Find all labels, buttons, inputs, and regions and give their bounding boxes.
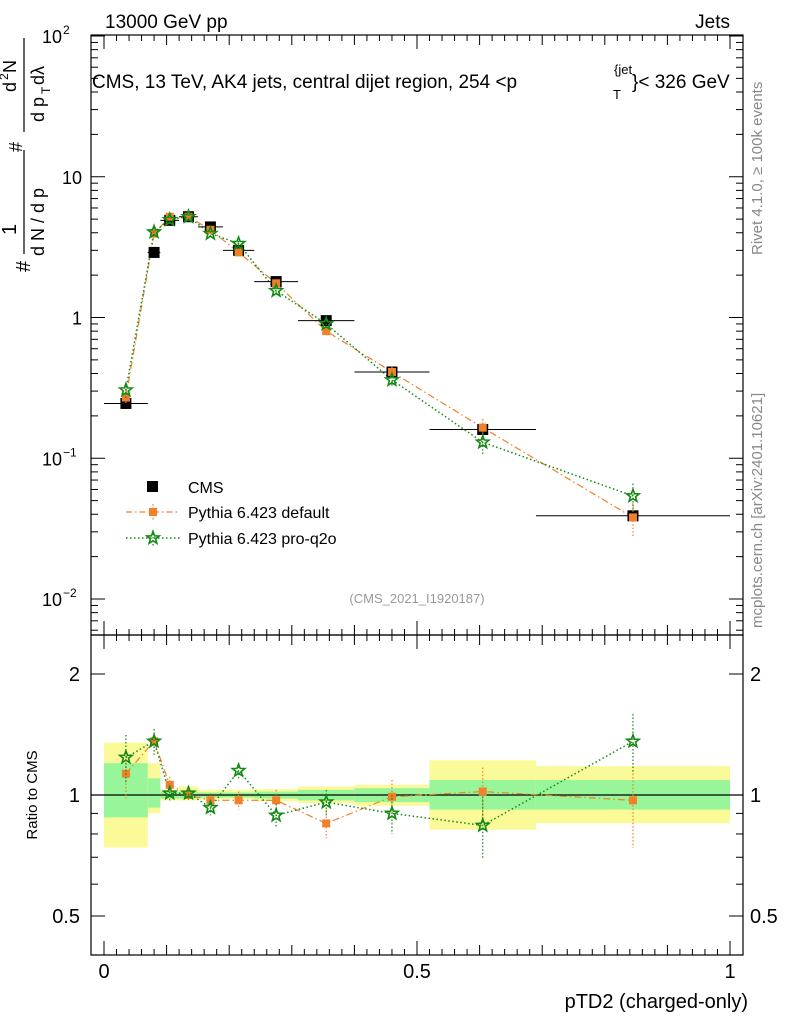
main-ytick-label: 1: [72, 309, 82, 329]
ratio-ytick-label-left: 2: [69, 664, 80, 686]
ratio-xtick-label: 1: [724, 961, 735, 983]
main-series: [104, 207, 730, 537]
default-point: [184, 212, 193, 221]
default-point: [478, 423, 487, 432]
ratio-ytick-label-left: 1: [69, 785, 80, 807]
ylabel-den: d p: [28, 97, 48, 122]
xlabel: pTD2 (charged-only): [565, 991, 748, 1013]
main-ytick-label: 10: [42, 590, 62, 610]
ratio-proq2o-point: [317, 793, 335, 810]
proq2o-point: [624, 487, 642, 504]
ylabel-num: d: [0, 82, 20, 92]
legend-label-proq2o: Pythia 6.423 pro-q2o: [188, 531, 337, 548]
proq2o-point: [202, 224, 219, 241]
legend: CMS Pythia 6.423 default Pythia 6.423 pr…: [126, 480, 337, 548]
ratio-default-point: [387, 792, 396, 801]
ratio-default-point: [478, 787, 487, 796]
proq2o-point: [474, 433, 492, 450]
main-ytick-label-exp: −1: [63, 445, 77, 459]
ratio-ylabel: Ratio to CMS: [24, 750, 41, 839]
ratio-band-inner: [147, 778, 161, 808]
ratio-proq2o-point: [202, 798, 219, 815]
legend-marker-default: [149, 508, 157, 516]
ratio-default-point: [184, 791, 193, 799]
ylabel-num-rest: N: [0, 60, 20, 73]
default-point: [234, 248, 243, 257]
legend-label-cms: CMS: [188, 480, 224, 497]
ratio-default-point: [322, 819, 331, 828]
proq2o-point: [180, 207, 197, 224]
ratio-ytick-label-right: 2: [750, 664, 761, 686]
ratio-proq2o-point: [624, 732, 642, 749]
main-ylabel: # 1 d N / d p # d 2 N d p T dλ #: [0, 38, 53, 272]
proq2o-point: [230, 234, 247, 251]
ratio-default-point: [150, 737, 159, 746]
legend-marker-cms: [147, 481, 158, 492]
cms-point: [148, 246, 160, 258]
ylabel-den-tail: dλ: [28, 66, 48, 85]
subtitle-main: CMS, 13 TeV, AK4 jets, central dijet reg…: [92, 72, 517, 93]
proq2o-point: [145, 223, 163, 240]
main-ytick-label: 10: [42, 27, 62, 47]
ratio-proq2o-point: [117, 748, 135, 765]
analysis-id: (CMS_2021_I1920187): [349, 591, 484, 606]
ratio-proq2o-point: [230, 761, 247, 778]
ylabel-den-sub: T: [39, 86, 53, 94]
main-ytick-label: 10: [62, 168, 82, 188]
ratio-default-point: [628, 796, 637, 805]
proq2o-point: [267, 281, 285, 298]
main-ytick-label: 10: [42, 449, 62, 469]
default-point: [322, 327, 331, 336]
default-point: [628, 513, 637, 522]
proq2o-point: [161, 210, 179, 227]
ratio-proq2o-point: [161, 784, 179, 801]
ratio-ytick-label-right: 0.5: [750, 906, 778, 928]
legend-marker-proq2o: [144, 529, 162, 546]
ylabel-hash-2: #: [6, 142, 26, 152]
subtitle-sup: {jet: [614, 62, 632, 77]
ylabel-hash: #: [13, 260, 35, 272]
series-line-default: [125, 216, 634, 518]
ratio-ytick-label-left: 0.5: [52, 906, 80, 928]
subtitle-sub: T: [613, 87, 621, 102]
ratio-default-point: [234, 796, 243, 805]
ylabel-one-den: d N / d p: [28, 188, 48, 256]
cms-point: [120, 397, 132, 409]
process-label: Jets: [695, 12, 730, 33]
default-point: [206, 225, 215, 234]
ratio-proq2o-point: [383, 804, 401, 821]
legend-label-default: Pythia 6.423 default: [188, 505, 330, 522]
ylabel-num-sup: 2: [0, 73, 11, 80]
energy-label: 13000 GeV pp: [105, 12, 228, 33]
ratio-series: [117, 714, 642, 860]
ratio-default-point: [272, 796, 281, 805]
main-ytick-label-exp: 2: [63, 23, 70, 37]
ratio-proq2o-point: [180, 784, 197, 801]
ratio-xtick-label: 0.5: [403, 961, 431, 983]
ratio-proq2o-point: [145, 732, 163, 749]
ratio-ytick-label-right: 1: [750, 785, 761, 807]
ylabel-one: 1: [0, 224, 21, 235]
proq2o-point: [317, 315, 335, 332]
ratio-line-proq2o: [125, 740, 634, 827]
ratio-xtick-label: 0: [98, 961, 109, 983]
subtitle-end: }< 326 GeV: [632, 72, 730, 93]
source-label: mcplots.cern.ch [arXiv:2401.10621]: [749, 393, 766, 628]
ratio-proq2o-point: [474, 816, 492, 833]
main-ytick-label-exp: −2: [63, 586, 77, 600]
proq2o-point: [383, 371, 401, 388]
series-line-proq2o: [125, 215, 634, 497]
proq2o-point: [117, 381, 135, 398]
ylabel-hash-3: #: [27, 126, 44, 135]
default-point: [150, 229, 159, 238]
rivet-label: Rivet 4.1.0, ≥ 100k events: [749, 82, 766, 255]
ratio-proq2o-point: [267, 806, 285, 823]
ratio-axis-ticks: 2 2 1 1 0.5 0.5 0 0.5 1: [52, 635, 778, 983]
